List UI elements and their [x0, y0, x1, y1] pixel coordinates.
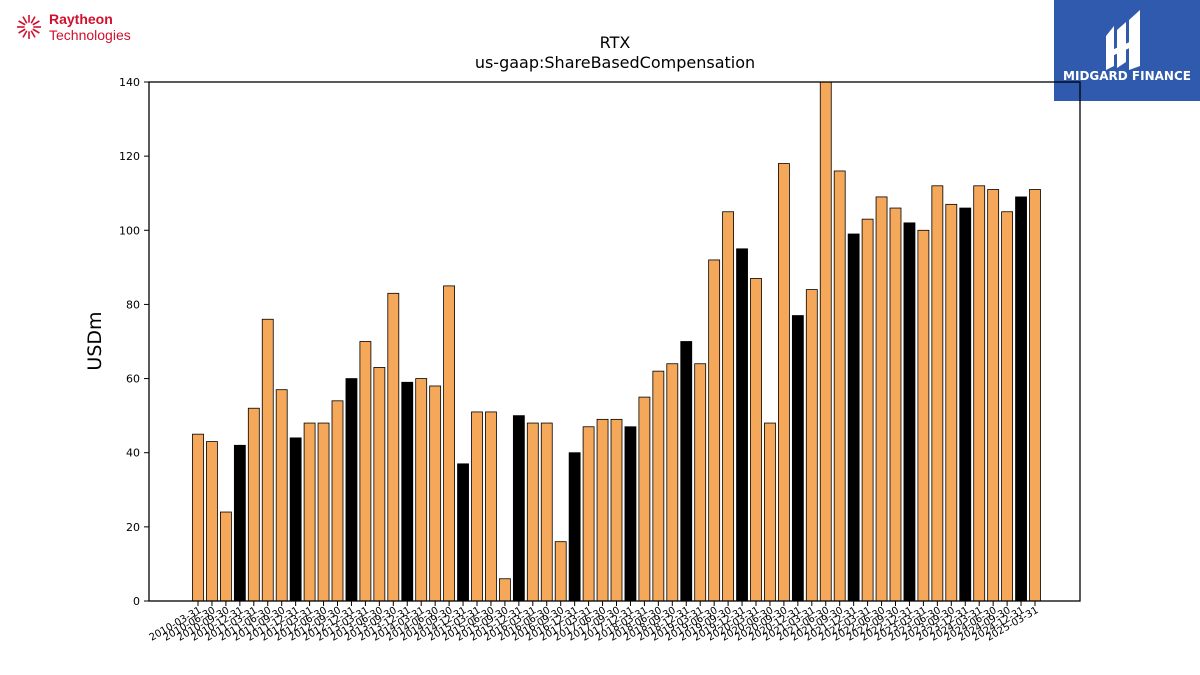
- bar: [847, 233, 860, 602]
- bar: [819, 81, 832, 602]
- bar: [624, 426, 637, 602]
- bar: [750, 278, 762, 602]
- bar: [959, 207, 972, 602]
- bar: [387, 292, 400, 602]
- company-logo-icon: [17, 15, 41, 39]
- bar: [861, 218, 874, 602]
- plot-frame: [148, 81, 1081, 602]
- y-tick-label: 20: [126, 521, 140, 534]
- bar: [596, 418, 609, 602]
- bar: [401, 381, 414, 602]
- y-tick-label: 60: [126, 373, 140, 386]
- y-tick-label: 120: [119, 150, 140, 163]
- bar: [778, 163, 790, 602]
- bar: [805, 289, 818, 602]
- bar: [764, 422, 776, 602]
- bar: [610, 418, 623, 602]
- bar: [498, 578, 511, 602]
- bar: [373, 367, 386, 602]
- bar: [568, 452, 581, 602]
- bar: [652, 370, 665, 602]
- bar: [708, 259, 721, 602]
- bar: [415, 378, 428, 602]
- brand-logo-name: MIDGARD FINANCE: [1063, 69, 1191, 83]
- y-axis-label: USDm: [84, 311, 106, 370]
- bar: [833, 170, 846, 602]
- bar: [666, 363, 679, 602]
- bar: [1029, 189, 1041, 602]
- bar: [722, 211, 734, 602]
- bar: [638, 396, 651, 602]
- bar: [554, 541, 567, 602]
- bar: [443, 285, 456, 602]
- bar: [485, 411, 497, 602]
- bar: [736, 248, 748, 602]
- bar: [512, 415, 525, 602]
- bar: [875, 196, 888, 602]
- plot-area: 0204060801001201402010-03-312010-06-3020…: [119, 76, 1041, 644]
- y-tick-label: 40: [126, 447, 140, 460]
- bar: [345, 378, 358, 602]
- bar: [903, 222, 916, 602]
- bar: [331, 400, 344, 602]
- bar: [694, 363, 707, 602]
- bar: [317, 422, 330, 602]
- chart-title: RTX: [600, 33, 631, 52]
- y-tick-label: 100: [119, 224, 140, 237]
- company-logo: Raytheon Technologies: [14, 10, 154, 46]
- bar: [973, 185, 986, 602]
- bar: [192, 433, 204, 602]
- bar: [457, 463, 469, 602]
- bar: [359, 341, 372, 602]
- bar: [931, 185, 944, 602]
- bar: [540, 422, 553, 602]
- bar: [987, 189, 1000, 602]
- y-tick-label: 140: [119, 76, 140, 89]
- bar: [219, 511, 232, 602]
- bar: [1015, 196, 1027, 602]
- bar: [471, 411, 483, 602]
- bar: [429, 385, 442, 602]
- bar: [233, 444, 246, 602]
- bar: [247, 407, 260, 602]
- bar: [206, 441, 218, 602]
- bar: [791, 315, 804, 602]
- bar: [261, 318, 274, 602]
- company-logo-name: Raytheon: [49, 11, 113, 27]
- bar: [275, 389, 288, 602]
- bar: [303, 422, 316, 602]
- bar: [289, 437, 302, 602]
- company-logo-subname: Technologies: [49, 27, 131, 43]
- bar: [680, 341, 693, 602]
- bar: [526, 422, 539, 602]
- bar: [917, 229, 930, 602]
- y-tick-label: 0: [133, 595, 140, 608]
- brand-logo-icon: [1106, 10, 1140, 70]
- bar: [945, 203, 958, 602]
- y-tick-label: 80: [126, 298, 140, 311]
- bar: [1001, 211, 1013, 602]
- chart-subtitle: us-gaap:ShareBasedCompensation: [475, 53, 755, 72]
- bar: [889, 207, 902, 602]
- brand-logo: MIDGARD FINANCE: [1054, 0, 1200, 101]
- bar: [582, 426, 595, 602]
